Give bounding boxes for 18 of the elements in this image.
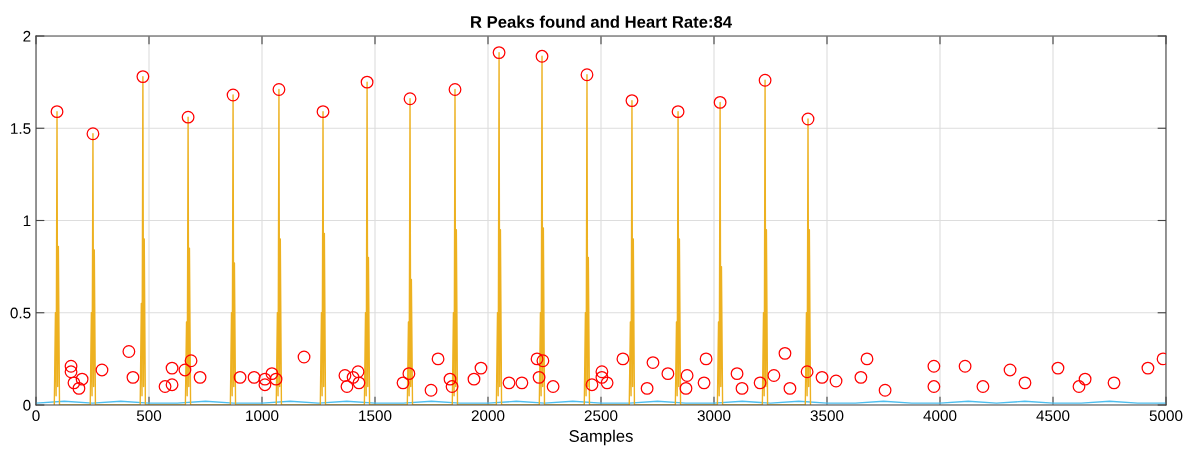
chart-title: R Peaks found and Heart Rate:84 (471, 15, 732, 28)
y-tick-label: 1 (23, 215, 31, 227)
x-tick-label: 0 (32, 410, 40, 422)
x-tick-label: 1500 (359, 410, 392, 422)
x-tick-label: 500 (136, 410, 162, 422)
x-tick-label: 3000 (697, 410, 731, 422)
y-tick-label: 2 (23, 30, 31, 42)
x-tick-label: 4500 (1036, 410, 1070, 422)
y-tick-label: 0 (23, 399, 31, 411)
x-tick-label: 2500 (584, 410, 618, 422)
x-tick-label: 3500 (810, 410, 844, 422)
x-axis-title: Samples (569, 429, 633, 446)
x-tick-label: 4000 (923, 410, 957, 422)
y-tick-label: 1.5 (11, 123, 31, 134)
x-tick-label: 2000 (471, 410, 505, 422)
x-tick-label: 1000 (246, 410, 279, 422)
x-tick-label: 5000 (1149, 410, 1183, 422)
y-tick-label: 0.5 (10, 307, 31, 319)
